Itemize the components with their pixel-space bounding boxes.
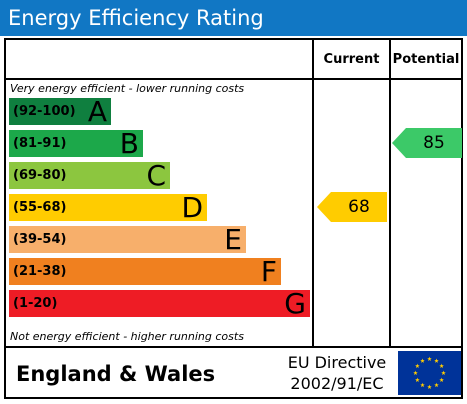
current-column-header: Current bbox=[323, 52, 380, 67]
band-letter-label: B bbox=[119, 127, 139, 160]
eu-star-icon bbox=[439, 377, 444, 382]
eu-star-icon bbox=[427, 384, 432, 389]
eu-flag-icon bbox=[398, 351, 461, 395]
band-range-label: (92-100) bbox=[13, 104, 76, 119]
eu-directive-line1: EU Directive bbox=[287, 353, 387, 372]
footer-divider bbox=[6, 346, 461, 348]
band-range-label: (21-38) bbox=[13, 264, 67, 279]
potential-rating-arrow: 85 bbox=[392, 128, 462, 158]
band-g: (1-20) G bbox=[9, 287, 310, 320]
band-d: (55-68) D bbox=[9, 191, 207, 224]
band-letter-label: E bbox=[224, 223, 242, 256]
potential-column-header: Potential bbox=[392, 52, 460, 67]
eu-star-icon bbox=[415, 377, 420, 382]
eu-star-icon bbox=[434, 358, 439, 363]
band-letter-label: C bbox=[146, 159, 166, 192]
eu-directive-line2: 2002/91/EC bbox=[290, 374, 384, 393]
band-letter-label: A bbox=[87, 95, 107, 128]
band-a: (92-100) A bbox=[9, 95, 111, 128]
band-b: (81-91) B bbox=[9, 127, 143, 160]
column-divider-potential bbox=[389, 40, 391, 348]
band-range-label: (39-54) bbox=[13, 232, 67, 247]
band-f: (21-38) F bbox=[9, 255, 281, 288]
band-letter-label: G bbox=[284, 287, 306, 320]
eu-directive-text: EU Directive 2002/91/EC bbox=[282, 352, 392, 394]
eu-star-icon bbox=[434, 382, 439, 388]
region-label: England & Wales bbox=[16, 362, 216, 386]
header-divider bbox=[6, 78, 312, 80]
chart-title: Energy Efficiency Rating bbox=[0, 0, 467, 36]
band-e: (39-54) E bbox=[9, 223, 246, 256]
top-note: Very energy efficient - lower running co… bbox=[10, 82, 245, 95]
rating-frame: Current Potential Very energy efficient … bbox=[4, 38, 463, 399]
current-rating-arrow: 68 bbox=[317, 192, 387, 222]
header-divider-right bbox=[312, 78, 461, 80]
current-rating-value: 68 bbox=[348, 197, 370, 217]
band-range-label: (1-20) bbox=[13, 296, 58, 311]
potential-rating-value: 85 bbox=[423, 133, 445, 153]
eu-star-icon bbox=[420, 358, 425, 363]
eu-star-icon bbox=[439, 363, 444, 368]
band-letter-label: D bbox=[181, 191, 203, 224]
band-range-label: (55-68) bbox=[13, 200, 67, 215]
band-range-label: (69-80) bbox=[13, 168, 67, 183]
band-letter-label: F bbox=[260, 255, 277, 288]
column-divider-current bbox=[312, 40, 314, 348]
eu-star-icon bbox=[420, 382, 425, 388]
band-c: (69-80) C bbox=[9, 159, 170, 192]
eu-star-icon bbox=[427, 356, 432, 361]
eu-star-icon bbox=[441, 370, 446, 375]
bottom-note: Not energy efficient - higher running co… bbox=[10, 330, 244, 343]
eu-star-icon bbox=[413, 370, 418, 375]
band-range-label: (81-91) bbox=[13, 136, 67, 151]
eu-star-icon bbox=[415, 363, 420, 368]
